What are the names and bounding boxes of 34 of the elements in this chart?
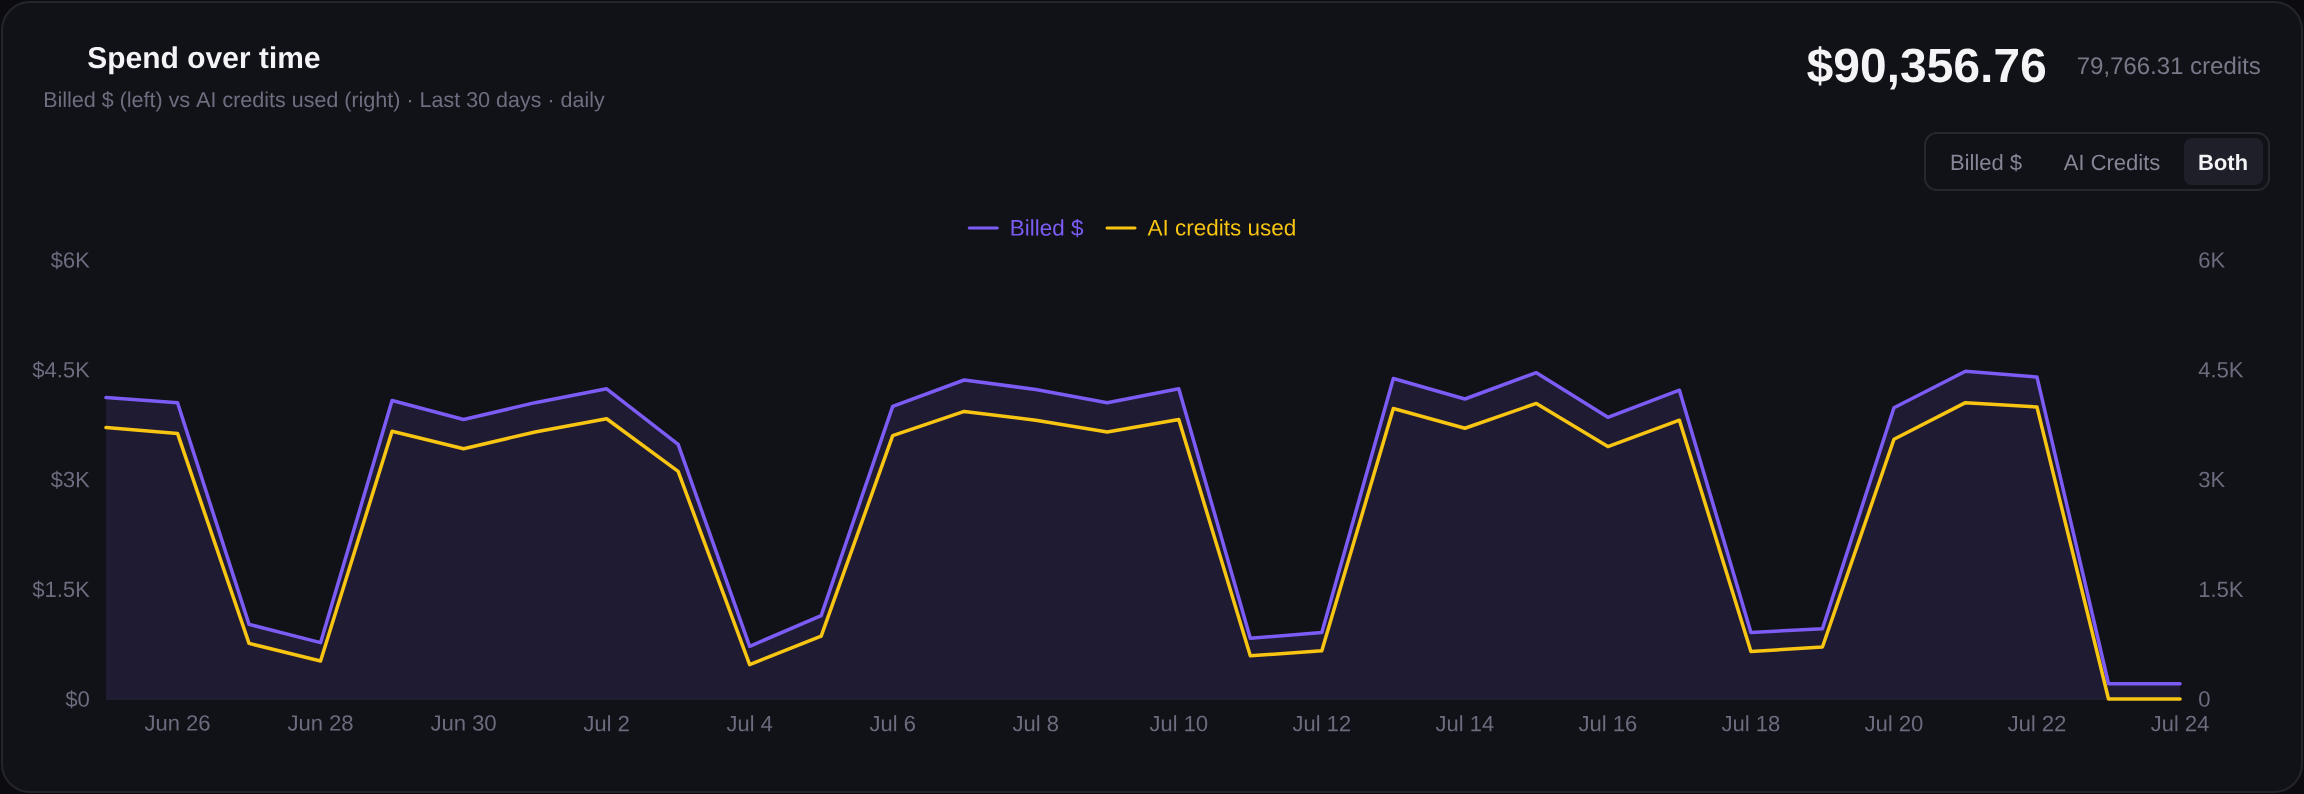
text: 79,766.31 credits	[2077, 56, 2260, 78]
legend-label: Billed $	[1011, 218, 1084, 238]
x-tick-label: Jul 6	[869, 715, 915, 732]
y2-tick-label: 4.5K	[2198, 362, 2244, 378]
x-tick-label: Jul 18	[1721, 715, 1780, 732]
y2-tick-label: 0	[2199, 691, 2210, 707]
x-tick-label: Jun 28	[287, 715, 353, 731]
x-tick-label: Jul 16	[1578, 715, 1637, 732]
x-tick-label: Jul 20	[1864, 715, 1923, 732]
chart-title: Spend over time	[88, 46, 320, 75]
x-tick-label: Jul 4	[726, 715, 773, 732]
text: $90,356.76	[1807, 46, 2046, 90]
x-tick-label: Jul 2	[583, 715, 629, 732]
x-tick-label: Jul 22	[2007, 715, 2066, 732]
x-tick-label: Jul 14	[1435, 715, 1494, 732]
text: Both	[2199, 154, 2247, 171]
text: AI Credits	[2063, 154, 2160, 171]
x-tick-label: Jun 30	[430, 715, 496, 731]
x-tick-label: Jul 24	[2151, 715, 2209, 732]
text: Billed $	[1951, 153, 2022, 172]
y-tick-label: $0	[65, 690, 89, 709]
x-tick-label: Jul 8	[1012, 715, 1058, 732]
y2-tick-label: 1.5K	[2199, 581, 2244, 598]
y-tick-label: $1.5K	[32, 580, 90, 599]
y-tick-label: $4.5K	[32, 361, 90, 379]
y-tick-label: $6K	[50, 251, 90, 270]
y2-tick-label: 6K	[2199, 252, 2225, 268]
y2-tick-label: 3K	[2199, 471, 2225, 488]
y-tick-label: $3K	[50, 470, 90, 489]
x-tick-label: Jul 12	[1292, 715, 1351, 732]
x-tick-label: Jul 10	[1149, 715, 1208, 732]
chart-subtitle: Billed $ (left) vs AI credits used (right) · Last 30 days · daily	[44, 91, 605, 112]
x-tick-label: Jun 26	[144, 715, 210, 731]
legend-label: AI credits used	[1147, 219, 1295, 236]
